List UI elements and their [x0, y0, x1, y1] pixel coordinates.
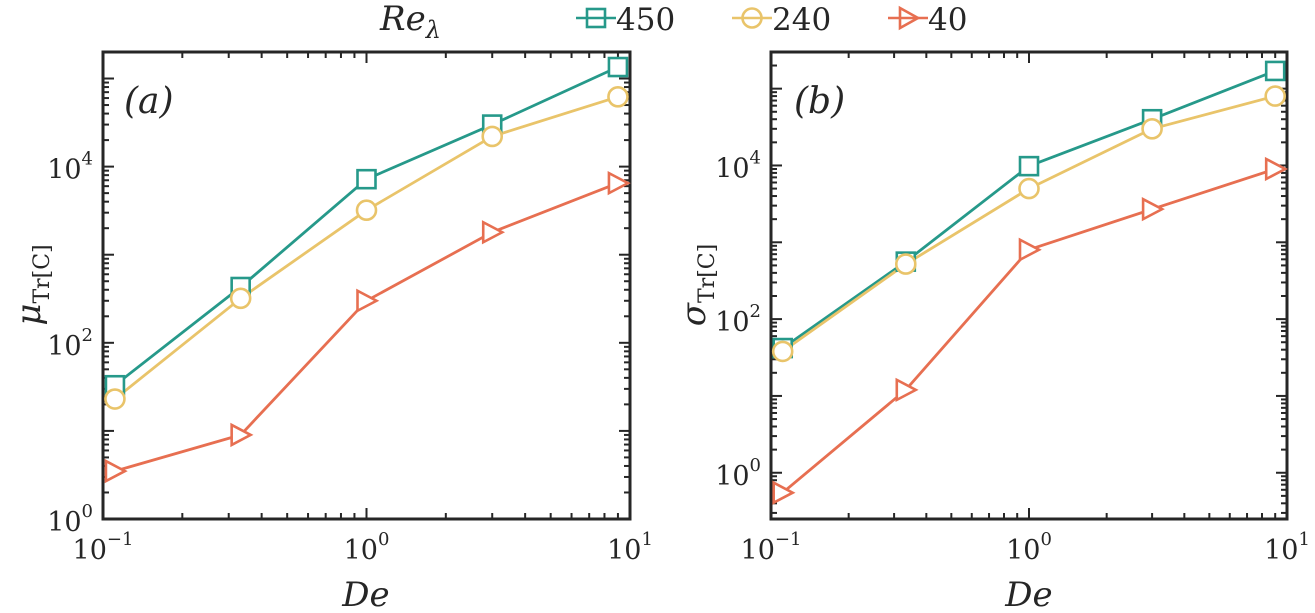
data-point-240: [894, 253, 917, 275]
x-tick-label: 101: [607, 529, 653, 566]
data-point-240: [104, 388, 126, 410]
panel-b-ticks: [770, 51, 1287, 519]
data-point-450: [607, 56, 629, 78]
panel-b-label: (b): [794, 81, 845, 122]
panel-a-label: (a): [124, 81, 174, 122]
x-tick-label-base: 10: [344, 535, 378, 566]
y-tick-label-base: 10: [715, 461, 749, 492]
data-point-40: [895, 377, 919, 403]
series-line-240: [781, 94, 1276, 353]
y-tick-label: 100: [715, 455, 761, 492]
data-point-40: [772, 480, 796, 505]
panel-b-frame: [769, 50, 1289, 521]
data-point-40: [481, 220, 506, 245]
panel-b-xtick-labels: 10−1 100 101: [741, 529, 1310, 566]
legend: Reλ 450 240 40: [379, 0, 967, 44]
x-tick-label: 100: [1006, 529, 1052, 566]
legend-marker-triangle: [898, 5, 921, 31]
y-tick-label: 100: [47, 501, 93, 538]
x-tick-label-base: 10: [607, 535, 641, 566]
x-tick-label-base: 10: [1006, 535, 1040, 566]
data-point-240: [1141, 118, 1163, 140]
legend-label-40: 40: [928, 2, 967, 38]
data-point-40: [1018, 237, 1042, 262]
legend-marker-square: [585, 7, 607, 29]
legend-title: Reλ: [379, 0, 441, 44]
y-tick-label: 102: [47, 325, 93, 362]
legend-label-240: 240: [772, 2, 831, 38]
x-tick-label-exp: −1: [107, 529, 134, 550]
legend-label-450: 450: [616, 2, 675, 38]
data-point-40: [104, 458, 128, 484]
data-point-40: [607, 170, 631, 196]
panel-a-frame: [101, 50, 632, 521]
data-point-40: [356, 288, 380, 313]
data-point-240: [355, 199, 378, 222]
data-point-450: [356, 168, 377, 190]
series-line-240: [114, 95, 619, 401]
y-tick-label: 102: [715, 301, 761, 338]
x-tick-label-exp: −1: [775, 529, 802, 550]
panel-a-ylabel-base: μ: [9, 304, 49, 326]
data-point-40: [230, 422, 254, 448]
data-point-240: [229, 287, 252, 310]
x-tick-label: 101: [1264, 529, 1310, 566]
y-tick-label: 104: [715, 147, 761, 184]
y-tick-label-base: 10: [715, 153, 749, 184]
y-tick-label-exp: 4: [82, 149, 93, 170]
panel-a-ticks: [102, 51, 630, 520]
y-tick-label-exp: 4: [750, 147, 761, 168]
data-point-240: [1264, 85, 1286, 107]
data-point-40: [1141, 197, 1165, 222]
panel-a-series: [104, 56, 631, 484]
x-tick-label-exp: 1: [641, 529, 652, 550]
x-tick-label-exp: 0: [378, 529, 389, 550]
data-point-240: [1018, 177, 1040, 200]
panel-b-ylabel: σTr[C]: [674, 244, 720, 326]
x-tick-label: 10−1: [741, 529, 802, 566]
x-tick-label-exp: 1: [1298, 529, 1309, 550]
y-tick-label-exp: 2: [82, 325, 93, 346]
x-tick-label-base: 10: [1264, 535, 1298, 566]
data-point-40: [1264, 156, 1288, 182]
legend-title-base: Re: [379, 0, 426, 39]
data-point-240: [481, 125, 504, 148]
data-point-240: [771, 340, 794, 363]
legend-title-sub: λ: [425, 16, 441, 44]
data-point-240: [607, 86, 629, 108]
panel-b-xlabel: De: [1004, 575, 1052, 613]
x-tick-label-base: 10: [73, 535, 107, 566]
panel-a-ylabel-sub: Tr[C]: [30, 244, 55, 303]
y-tick-label-base: 10: [47, 155, 81, 186]
y-tick-label-base: 10: [715, 307, 749, 338]
data-point-450: [1018, 155, 1040, 177]
panel-b-series: [771, 60, 1288, 505]
x-tick-label: 10−1: [73, 529, 134, 566]
y-tick-label-exp: 0: [82, 501, 93, 522]
y-tick-label: 104: [47, 149, 93, 186]
y-tick-label-base: 10: [47, 331, 81, 362]
panel-a-xlabel: De: [341, 575, 389, 613]
x-tick-label-exp: 0: [1040, 529, 1051, 550]
series-line-450: [781, 69, 1276, 350]
x-tick-label: 100: [344, 529, 390, 566]
legend-marker-circle: [741, 7, 763, 29]
data-point-450: [1264, 60, 1286, 82]
y-tick-label-base: 10: [47, 507, 81, 538]
x-tick-label-base: 10: [741, 535, 775, 566]
series-line-40: [781, 167, 1276, 494]
y-tick-label-exp: 0: [750, 455, 761, 476]
panel-b-ylabel-sub: Tr[C]: [695, 244, 720, 303]
panel-a-ylabel: μTr[C]: [9, 244, 55, 325]
y-tick-label-exp: 2: [750, 301, 761, 322]
panel-b-ylabel-base: σ: [674, 302, 714, 326]
panel-a-xtick-labels: 10−1 100 101: [73, 529, 653, 566]
